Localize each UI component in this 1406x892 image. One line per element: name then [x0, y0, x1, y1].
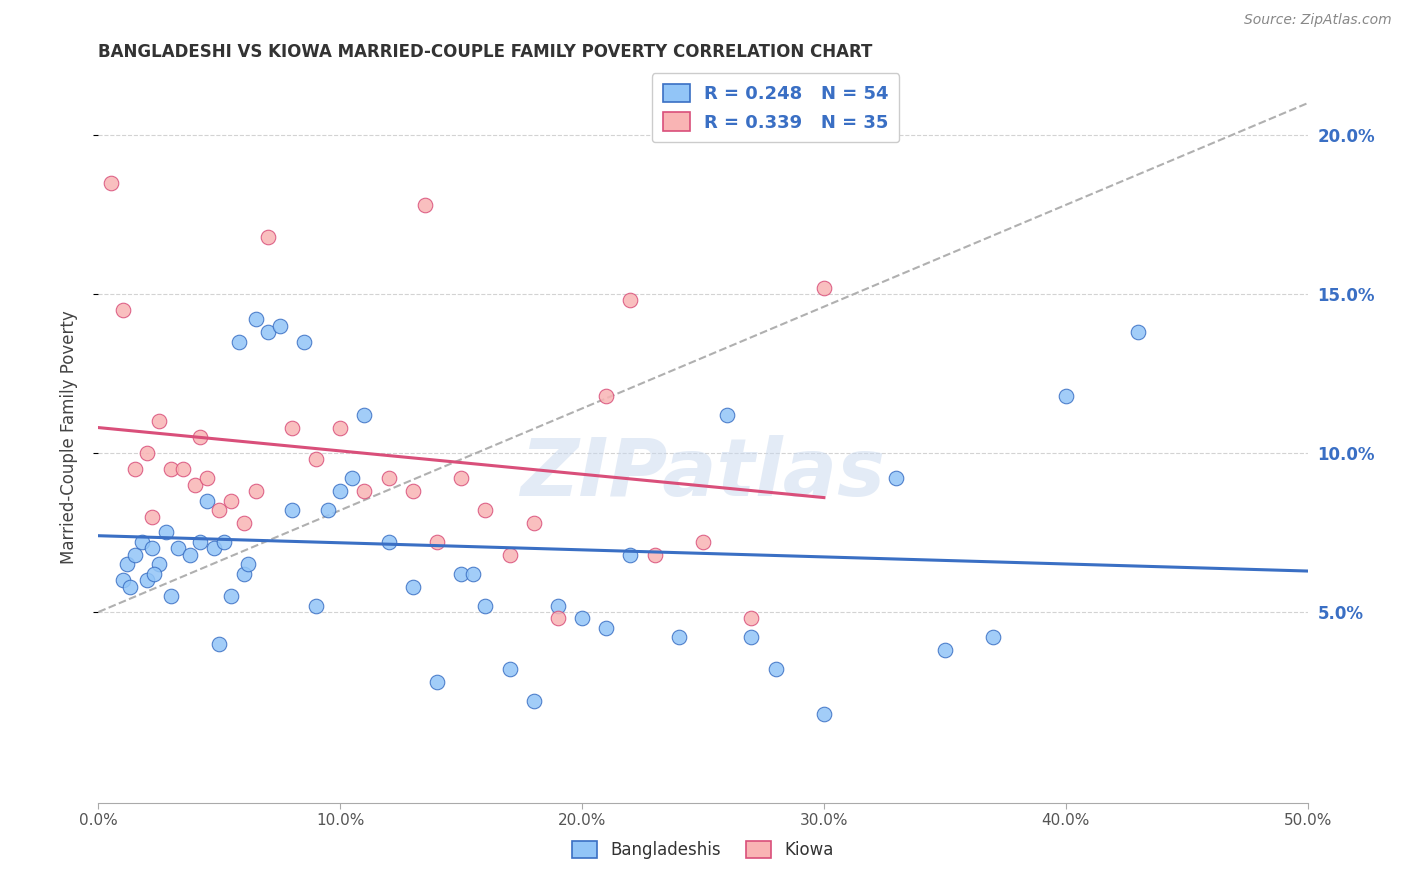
Point: [353, 484, 375, 499]
Point: [135, 446, 157, 460]
Point: [160, 589, 183, 603]
Point: [221, 493, 243, 508]
Point: [523, 694, 546, 708]
Point: [595, 621, 617, 635]
Point: [256, 229, 278, 244]
Point: [426, 535, 449, 549]
Point: [644, 548, 666, 562]
Point: [523, 516, 546, 530]
Point: [1054, 389, 1077, 403]
Point: [100, 176, 122, 190]
Point: [740, 611, 762, 625]
Point: [245, 484, 267, 499]
Point: [141, 541, 163, 556]
Point: [292, 334, 315, 349]
Point: [353, 408, 375, 422]
Point: [148, 558, 170, 572]
Point: [692, 535, 714, 549]
Text: Source: ZipAtlas.com: Source: ZipAtlas.com: [1244, 13, 1392, 28]
Point: [668, 631, 690, 645]
Point: [934, 643, 956, 657]
Point: [238, 558, 260, 572]
Point: [195, 493, 218, 508]
Point: [547, 611, 569, 625]
Point: [232, 516, 254, 530]
Point: [813, 280, 835, 294]
Point: [281, 503, 304, 517]
Point: [716, 408, 738, 422]
Point: [740, 631, 762, 645]
Point: [450, 471, 472, 485]
Point: [1128, 325, 1150, 339]
Point: [342, 471, 364, 485]
Point: [172, 462, 194, 476]
Point: [463, 566, 485, 581]
Legend: Bangladeshis, Kiowa: Bangladeshis, Kiowa: [564, 833, 842, 868]
Point: [402, 580, 425, 594]
Point: [316, 503, 339, 517]
Point: [329, 420, 352, 434]
Point: [117, 558, 139, 572]
Point: [981, 631, 1004, 645]
Point: [148, 414, 170, 428]
Point: [208, 637, 231, 651]
Point: [111, 302, 134, 317]
Point: [179, 548, 201, 562]
Point: [571, 611, 593, 625]
Point: [269, 318, 291, 333]
Point: [595, 389, 617, 403]
Point: [245, 312, 267, 326]
Point: [498, 548, 520, 562]
Point: [228, 334, 250, 349]
Point: [619, 548, 641, 562]
Point: [281, 420, 304, 434]
Point: [155, 525, 177, 540]
Text: ZIPatlas: ZIPatlas: [520, 434, 886, 513]
Point: [131, 535, 153, 549]
Point: [305, 599, 328, 613]
Point: [813, 706, 835, 721]
Y-axis label: Married-Couple Family Poverty: Married-Couple Family Poverty: [59, 310, 77, 564]
Point: [402, 484, 425, 499]
Point: [765, 662, 787, 676]
Point: [886, 471, 908, 485]
Point: [141, 509, 163, 524]
Point: [208, 503, 231, 517]
Point: [143, 566, 166, 581]
Point: [232, 566, 254, 581]
Point: [329, 484, 352, 499]
Point: [619, 293, 641, 308]
Point: [188, 535, 211, 549]
Text: BANGLADESHI VS KIOWA MARRIED-COUPLE FAMILY POVERTY CORRELATION CHART: BANGLADESHI VS KIOWA MARRIED-COUPLE FAMI…: [98, 44, 873, 62]
Point: [204, 541, 226, 556]
Point: [167, 541, 190, 556]
Point: [413, 198, 436, 212]
Point: [474, 503, 496, 517]
Point: [426, 675, 449, 690]
Point: [498, 662, 520, 676]
Point: [160, 462, 183, 476]
Point: [111, 573, 134, 587]
Point: [450, 566, 472, 581]
Point: [135, 573, 157, 587]
Point: [377, 471, 399, 485]
Point: [305, 452, 328, 467]
Point: [184, 477, 207, 491]
Point: [124, 548, 146, 562]
Point: [221, 589, 243, 603]
Point: [256, 325, 278, 339]
Point: [188, 430, 211, 444]
Point: [124, 462, 146, 476]
Point: [195, 471, 218, 485]
Point: [118, 580, 141, 594]
Point: [377, 535, 399, 549]
Point: [212, 535, 235, 549]
Point: [547, 599, 569, 613]
Point: [474, 599, 496, 613]
